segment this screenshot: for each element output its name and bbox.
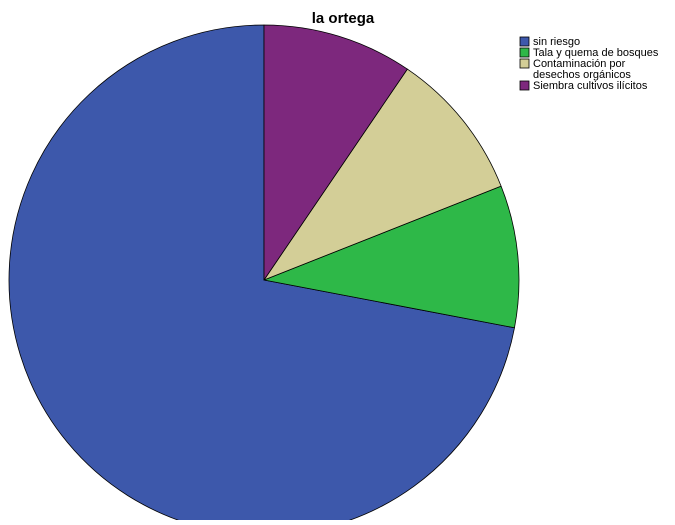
legend-label-3: Contaminación por desechos orgánicos [533,58,631,81]
legend-label-4: Siembra cultivos ilícitos [533,80,648,92]
chart-title: la ortega [312,10,375,27]
pie-slice-3 [263,68,502,281]
legend-item-2: Tala y quema de bosques [519,47,659,59]
legend-item-3: Contaminación por desechos orgánicos [519,58,631,81]
legend-item-1: sin riesgo [519,36,580,48]
legend-swatch-2 [519,47,530,58]
legend-swatch-3 [519,58,530,69]
legend-item-4: Siembra cultivos ilícitos [519,80,648,92]
legend-swatch-4 [519,80,530,91]
pie-slices [8,24,520,525]
legend-label-1: sin riesgo [533,36,580,48]
pie-slice-1 [8,24,515,525]
legend-swatch-1 [519,36,530,47]
pie-slice-2 [263,185,520,329]
pie-slice-4 [263,24,408,281]
legend-label-2: Tala y quema de bosques [533,47,659,59]
